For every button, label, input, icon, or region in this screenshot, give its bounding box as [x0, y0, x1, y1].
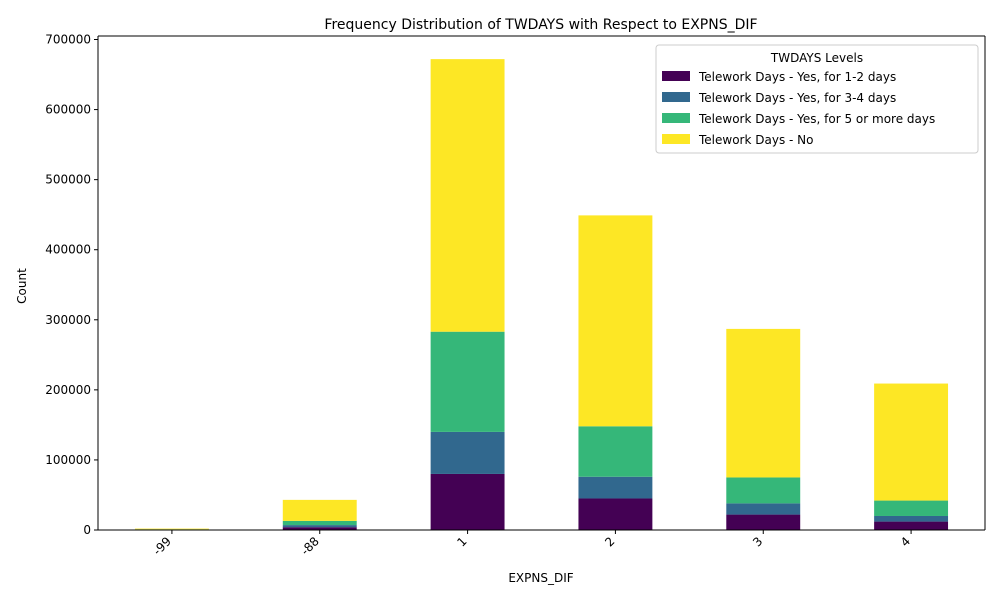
bar-segment [430, 331, 505, 432]
legend-swatch [662, 71, 690, 81]
legend-swatch [662, 92, 690, 102]
bar-segment [430, 431, 505, 474]
legend-item-label: Telework Days - Yes, for 5 or more days [698, 112, 935, 126]
bar-segment [134, 528, 209, 530]
bars-layer [134, 59, 949, 530]
x-tick-label: -88 [298, 534, 322, 558]
y-tick-label: 500000 [45, 173, 91, 187]
y-tick-label: 700000 [45, 33, 91, 47]
bar-segment [874, 383, 949, 501]
x-tick-label: -99 [150, 534, 174, 558]
bar-segment [726, 514, 801, 530]
legend: TWDAYS Levels Telework Days - Yes, for 1-… [655, 44, 979, 154]
bar-segment [874, 521, 949, 530]
bar-segment [282, 520, 357, 526]
x-tick-label: 3 [750, 534, 765, 549]
bar-segment [726, 503, 801, 515]
legend-item-label: Telework Days - No [698, 133, 813, 147]
bar-segment [282, 525, 357, 528]
x-tick-label: 1 [454, 534, 469, 549]
y-tick-label: 100000 [45, 453, 91, 467]
y-tick-label: 200000 [45, 383, 91, 397]
bar-segment [578, 215, 653, 427]
bar-segment [726, 328, 801, 478]
x-tick-label: 2 [602, 534, 617, 549]
y-tick-label: 300000 [45, 313, 91, 327]
bar-segment [578, 426, 653, 477]
bar-segment [578, 498, 653, 530]
bar-segment [578, 476, 653, 499]
bar-segment [282, 527, 357, 530]
legend-swatch [662, 113, 690, 123]
bar-segment [874, 515, 949, 522]
bar-segment [874, 500, 949, 516]
bar-segment [726, 477, 801, 504]
bar-segment [430, 59, 505, 332]
y-tick-label: 600000 [45, 103, 91, 117]
chart-title: Frequency Distribution of TWDAYS with Re… [324, 17, 757, 33]
x-axis-label: EXPNS_DIF [508, 571, 573, 585]
legend-box [655, 44, 979, 154]
legend-item-label: Telework Days - Yes, for 3-4 days [698, 91, 896, 105]
legend-item-label: Telework Days - Yes, for 1-2 days [698, 70, 896, 84]
bar-segment [282, 499, 357, 521]
y-axis-label: Count [15, 268, 29, 304]
legend-swatch [662, 134, 690, 144]
y-tick-label: 400000 [45, 243, 91, 257]
x-tick-label: 4 [898, 534, 913, 549]
y-tick-label: 0 [83, 523, 91, 537]
legend-title: TWDAYS Levels [770, 51, 863, 65]
bar-segment [430, 473, 505, 530]
